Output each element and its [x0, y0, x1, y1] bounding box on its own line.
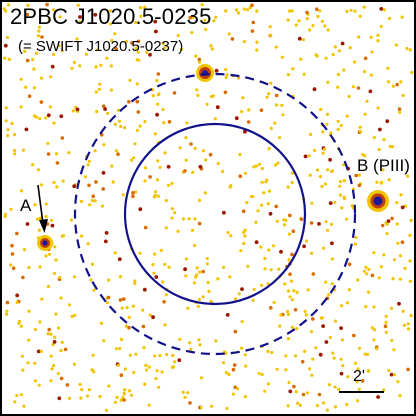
- source-top: [196, 64, 214, 82]
- outer-dashed-circle: [73, 72, 357, 356]
- image-title: 2PBC J1020.5-0235: [10, 4, 212, 29]
- photon-noise-field: [2, 2, 414, 412]
- source-b: [367, 190, 389, 212]
- source-a: [37, 235, 53, 251]
- label-source-a: A: [20, 196, 32, 215]
- label-source-b: B (PIII): [357, 156, 410, 175]
- image-subtitle: (= SWIFT J1020.5-0237): [18, 38, 184, 55]
- scale-bar-label: 2': [353, 368, 365, 385]
- inner-solid-circle: [123, 122, 307, 306]
- arrow-to-source-a: [37, 184, 48, 233]
